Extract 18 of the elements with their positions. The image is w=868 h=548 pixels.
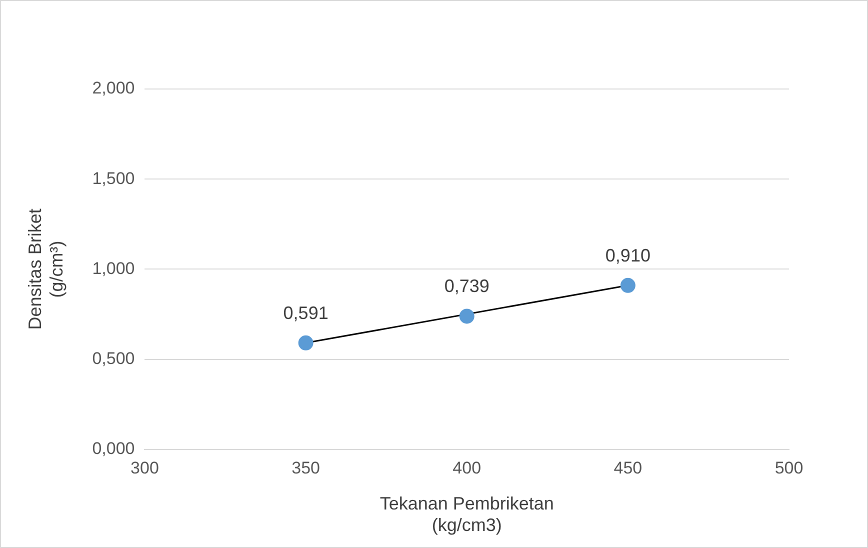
data-label: 0,591 [283, 302, 328, 323]
y-tick-label: 0,500 [92, 348, 135, 368]
y-axis-title: Densitas Briket (g/cm³) [24, 208, 66, 330]
x-tick-label: 500 [774, 458, 804, 478]
y-tick-label: 2,000 [92, 78, 135, 98]
x-tick-label: 450 [614, 458, 642, 478]
y-tick-label: 1,500 [92, 168, 135, 188]
point [298, 335, 314, 350]
y-tick-label: 0,000 [92, 439, 135, 458]
point [620, 278, 636, 293]
x-tick-label: 350 [292, 458, 320, 478]
x-tick-label: 400 [452, 458, 482, 478]
x-axis-title: Tekanan Pembriketan (kg/cm3) [380, 494, 554, 536]
data-label: 0,910 [605, 245, 650, 266]
x-tick-label: 300 [130, 458, 159, 478]
data-label: 0,739 [444, 276, 490, 296]
y-tick-label: 1,000 [92, 258, 135, 278]
point [459, 308, 474, 324]
